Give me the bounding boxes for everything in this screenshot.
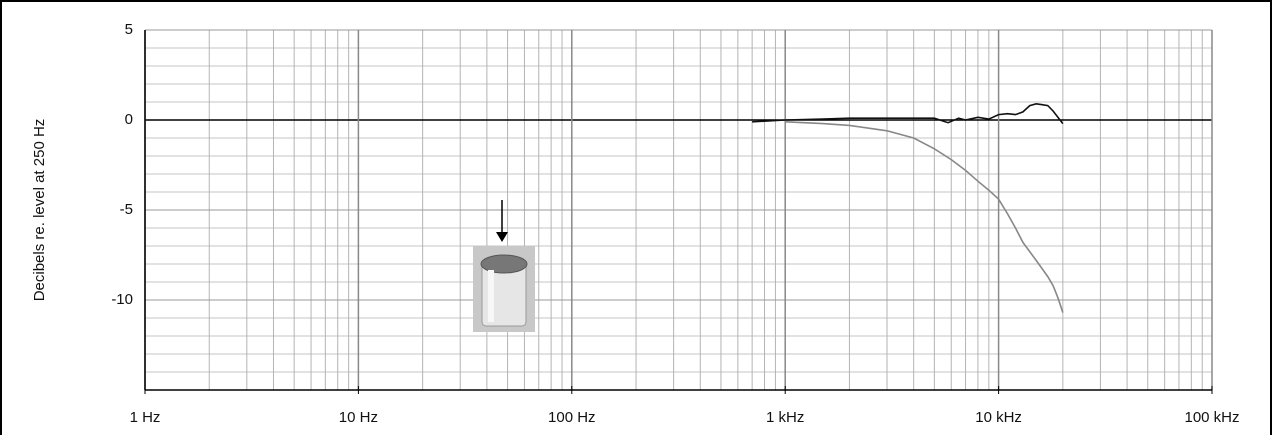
x-tick-label: 100 Hz [548, 409, 596, 426]
mic-grille [480, 254, 528, 274]
y-tick-label: -5 [120, 201, 133, 218]
y-axis-label: Decibels re. level at 250 Hz [31, 119, 48, 302]
mic-highlight [488, 270, 494, 322]
x-tick-label: 1 Hz [130, 409, 161, 426]
y-tick-label: -10 [111, 291, 133, 308]
arrow-head [496, 232, 508, 242]
x-tick-label: 10 Hz [339, 409, 378, 426]
x-tick-label: 100 kHz [1184, 409, 1239, 426]
x-tick-label: 10 kHz [975, 409, 1022, 426]
y-tick-label: 5 [125, 21, 133, 38]
plot-area: 5 0 -5 -10 1 Hz 10 Hz 100 Hz 1 kHz 10 kHz 100 kHz [111, 21, 1239, 426]
series-line [752, 102, 1064, 125]
x-tick-label: 1 kHz [766, 409, 804, 426]
microphone-icon [473, 200, 535, 332]
series-line [785, 121, 1064, 313]
y-tick-label: 0 [125, 111, 133, 128]
